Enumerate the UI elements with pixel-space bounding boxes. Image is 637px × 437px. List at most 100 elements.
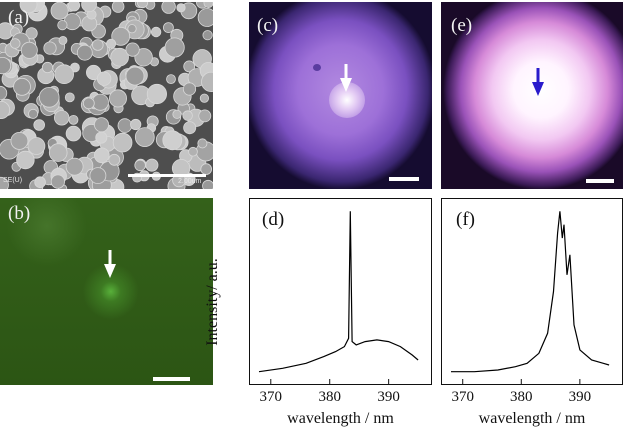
arrow-b xyxy=(104,250,116,278)
sem-particle xyxy=(76,44,93,61)
sem-particle xyxy=(145,158,159,172)
sem-particle xyxy=(41,61,54,74)
sem-particle xyxy=(202,179,213,189)
sem-particle xyxy=(146,83,167,105)
sem-particle xyxy=(96,71,112,86)
sem-particle xyxy=(50,174,66,189)
spectrum-line xyxy=(451,211,610,373)
sem-particle xyxy=(95,131,108,144)
x-tick-label: 380 xyxy=(510,389,533,405)
sem-particle xyxy=(134,159,146,172)
scale-bar-c xyxy=(389,177,419,181)
sem-particle xyxy=(197,138,208,149)
sem-particles xyxy=(0,2,213,189)
sem-particle xyxy=(125,42,140,57)
x-tick-label: 390 xyxy=(568,389,592,405)
sem-particle xyxy=(81,2,97,13)
sem-particle xyxy=(28,108,39,119)
sem-particle xyxy=(182,110,193,121)
sem-particle xyxy=(65,157,84,176)
sem-particle xyxy=(198,109,212,123)
panel-label-e: (e) xyxy=(451,15,473,36)
panel-label-c: (c) xyxy=(257,15,279,36)
sem-particle xyxy=(197,8,213,27)
sem-particle xyxy=(150,26,162,38)
sem-particle xyxy=(203,2,213,8)
sem-particle xyxy=(68,2,81,12)
sem-particle xyxy=(183,121,197,135)
emission-panel-e: (e) xyxy=(441,2,623,189)
sem-particle xyxy=(92,39,104,51)
sem-particle xyxy=(136,2,149,9)
sem-particle xyxy=(94,117,110,133)
sem-particle xyxy=(134,127,155,148)
sem-particle xyxy=(200,163,213,175)
sem-particle xyxy=(162,22,174,34)
spectrum-chart-d xyxy=(249,198,432,385)
sem-particle xyxy=(112,132,133,153)
sem-particle xyxy=(50,2,69,20)
sem-particle xyxy=(162,130,183,151)
sem-particle xyxy=(68,115,79,125)
sem-particle xyxy=(54,110,70,126)
sem-particle xyxy=(48,143,68,162)
sem-particle xyxy=(0,57,12,75)
sem-particle xyxy=(201,71,213,92)
arrow-e xyxy=(532,68,544,96)
sem-scale-label: 2.00um xyxy=(178,178,202,185)
x-axis-label-d: wavelength / nm xyxy=(287,410,394,427)
x-axis-label-f: wavelength / nm xyxy=(478,410,586,427)
sem-particle xyxy=(182,82,197,96)
sem-particle xyxy=(127,24,137,34)
sem-particle xyxy=(9,38,21,49)
dark-spot xyxy=(313,64,321,71)
x-tick-label: 370 xyxy=(259,389,283,405)
sem-particle xyxy=(183,60,196,73)
sem-particle xyxy=(65,125,82,142)
sem-particle xyxy=(0,176,9,189)
spectrum-line xyxy=(258,211,419,373)
panel-label-a: (a) xyxy=(8,7,30,28)
sem-particle xyxy=(106,38,117,49)
sem-particle xyxy=(110,47,129,67)
scale-bar-e xyxy=(586,179,614,183)
sem-particle xyxy=(19,2,38,14)
sem-particle xyxy=(134,48,153,67)
sem-particle xyxy=(166,74,176,84)
panel-label-d: (d) xyxy=(262,209,285,230)
sem-particle xyxy=(202,30,213,41)
sem-particle xyxy=(94,147,110,164)
sem-particle xyxy=(27,137,46,155)
sem-particle xyxy=(164,37,185,58)
sem-particle xyxy=(34,176,46,189)
sem-particle xyxy=(91,93,109,111)
spectrum-chart-f xyxy=(441,198,623,385)
sem-particle xyxy=(10,131,29,150)
sem-particle xyxy=(161,2,176,14)
x-tick-label: 390 xyxy=(377,389,400,405)
sem-particle xyxy=(172,109,182,119)
panel-label-f: (f) xyxy=(456,209,475,230)
panel-label-b: (b) xyxy=(8,203,31,224)
sem-particle xyxy=(43,41,57,55)
sem-particle xyxy=(199,93,209,103)
sem-particle xyxy=(108,153,121,166)
sem-particle xyxy=(130,118,142,131)
sem-particle xyxy=(16,150,35,170)
sem-panel: (a) SE(U) 2.00um xyxy=(0,2,213,189)
arrow-c xyxy=(340,64,352,92)
sem-particle xyxy=(25,27,38,40)
sem-particle xyxy=(64,92,75,103)
scale-bar-a xyxy=(128,174,206,177)
sem-particle xyxy=(89,167,107,185)
sem-particle xyxy=(109,89,128,108)
x-tick-label: 370 xyxy=(451,389,474,405)
y-axis-label: Intensity/ a.u. xyxy=(204,258,221,346)
sem-particle xyxy=(117,118,133,133)
fluorescence-panel-b: (b) xyxy=(0,198,213,385)
sem-particle xyxy=(171,158,191,178)
x-tick-label: 380 xyxy=(318,389,341,405)
sem-particle xyxy=(13,77,31,96)
sem-detector-label: SE(U) xyxy=(3,177,23,184)
sem-particle xyxy=(58,36,68,45)
